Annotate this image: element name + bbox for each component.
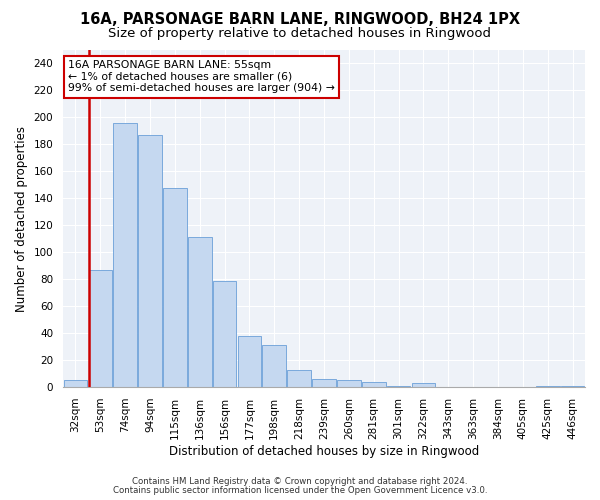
Bar [213, 280, 236, 387]
Bar [312, 379, 336, 387]
Bar [287, 370, 311, 387]
Bar [561, 386, 584, 387]
Bar [163, 188, 187, 387]
Bar [238, 336, 261, 387]
Bar [89, 270, 112, 387]
Text: 16A, PARSONAGE BARN LANE, RINGWOOD, BH24 1PX: 16A, PARSONAGE BARN LANE, RINGWOOD, BH24… [80, 12, 520, 28]
Bar [188, 238, 212, 387]
Bar [337, 380, 361, 387]
Bar [362, 382, 386, 387]
Y-axis label: Number of detached properties: Number of detached properties [15, 126, 28, 312]
Text: Contains HM Land Registry data © Crown copyright and database right 2024.: Contains HM Land Registry data © Crown c… [132, 477, 468, 486]
Text: 16A PARSONAGE BARN LANE: 55sqm
← 1% of detached houses are smaller (6)
99% of se: 16A PARSONAGE BARN LANE: 55sqm ← 1% of d… [68, 60, 335, 94]
Bar [387, 386, 410, 387]
Text: Size of property relative to detached houses in Ringwood: Size of property relative to detached ho… [109, 28, 491, 40]
Bar [536, 386, 560, 387]
Bar [412, 383, 435, 387]
Bar [64, 380, 87, 387]
X-axis label: Distribution of detached houses by size in Ringwood: Distribution of detached houses by size … [169, 444, 479, 458]
Text: Contains public sector information licensed under the Open Government Licence v3: Contains public sector information licen… [113, 486, 487, 495]
Bar [262, 346, 286, 387]
Bar [138, 135, 162, 387]
Bar [113, 123, 137, 387]
